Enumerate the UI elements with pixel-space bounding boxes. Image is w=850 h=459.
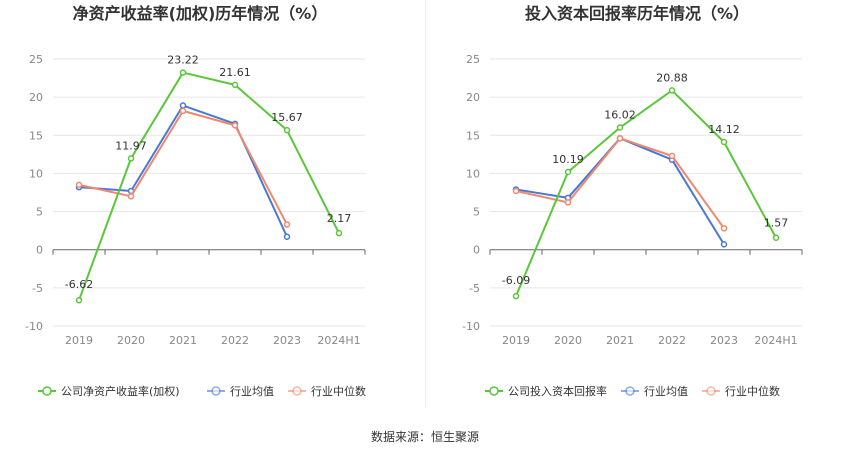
chart-title: 净资产收益率(加权)历年情况（%） [73,4,328,23]
y-tick-label: -5 [32,282,43,295]
x-tick-label: 2020 [554,334,582,347]
data-label: 16.02 [604,109,636,122]
y-tick-label: 15 [29,129,43,142]
data-point-industry_median [720,225,728,232]
data-point-company [231,81,239,89]
x-tick-label: 2024H1 [754,334,797,347]
x-tick-label: 2021 [169,334,197,347]
y-tick-label: 25 [29,53,43,66]
series-line-industry_avg [515,137,725,245]
legend-item-industry_median: 行业中位数 [702,384,780,398]
y-tick-label: 20 [29,91,43,104]
data-label: 20.88 [656,71,688,84]
data-point-industry_avg [720,241,728,248]
x-tick-label: 2019 [502,334,530,347]
chart-panel-2: 投入资本回报率历年情况（%） 25 20 15 10 5 0 -5 -10 2019 2020 202… [462,4,803,398]
x-tick-label: 2023 [273,334,301,347]
data-point-company [127,155,135,162]
data-label: 2.17 [327,212,352,225]
data-point-company [179,69,187,76]
data-point-company [283,126,291,134]
data-point-industry_median [616,135,624,142]
data-point-company [335,229,343,237]
data-label: 23.22 [167,54,199,67]
data-label: -6.62 [65,278,93,291]
series-line-industry_median [515,137,725,229]
x-tick-label: 2023 [710,334,738,347]
data-point-industry_median [179,107,187,115]
y-tick-label: 15 [466,129,480,142]
panel-divider [425,0,426,408]
chart-title: 投入资本回报率历年情况（%） [525,4,749,23]
data-label: 1.57 [764,217,789,230]
y-tick-label: 0 [473,244,480,257]
data-point-industry_median [127,193,135,200]
legend-label: 行业中位数 [311,384,366,398]
legend-label: 公司净资产收益率(加权) [61,384,180,398]
data-point-industry_avg [283,233,291,240]
legend-marker [625,386,635,396]
data-point-industry_median [283,221,291,228]
data-point-company [512,292,520,300]
x-tick-label: 2019 [65,334,93,347]
legend-item-industry_avg: 行业均值 [207,385,274,398]
data-label: 21.61 [219,66,251,79]
legend-marker [211,386,221,396]
legend-label: 行业均值 [644,385,688,398]
legend-item-industry_median: 行业中位数 [288,384,366,398]
y-tick-label: 5 [36,206,43,219]
y-tick-label: 0 [36,244,43,257]
x-tick-label: 2022 [221,334,249,347]
y-tick-label: 5 [473,206,480,219]
y-tick-label: -5 [469,282,480,295]
data-label: 14.12 [708,123,740,136]
data-point-industry_median [668,152,676,160]
legend-marker [706,386,716,396]
y-tick-label: 25 [466,53,480,66]
data-point-company [616,124,624,131]
y-tick-label: 20 [466,91,480,104]
legend-label: 公司投入资本回报率 [508,384,607,398]
series-line-company [78,71,340,301]
x-tick-label: 2020 [117,334,145,347]
data-point-industry_avg [179,102,187,109]
data-label: -6.09 [502,274,530,287]
y-tick-label: 10 [29,167,43,180]
data-label: 15.67 [271,111,303,124]
legend-item-company: 公司投入资本回报率 [485,384,607,398]
data-point-company [668,87,676,94]
data-label: 10.19 [552,153,584,166]
legend-label: 行业中位数 [725,384,780,398]
x-tick-label: 2021 [606,334,634,347]
data-point-company [772,234,780,241]
data-point-industry_median [512,187,520,195]
legend-marker [292,386,302,396]
data-point-industry_median [564,199,572,206]
x-tick-label: 2022 [658,334,686,347]
chart-panel-1: 净资产收益率(加权)历年情况（%） 25 20 15 10 5 0 -5 -10 2019 2020… [25,4,366,398]
data-label: 11.97 [115,139,147,152]
legend-label: 行业均值 [230,385,274,398]
legend-marker [489,386,499,396]
data-source-note: 数据来源：恒生聚源 [370,430,479,444]
y-tick-label: 10 [466,167,480,180]
legend-marker [42,386,52,396]
data-point-industry_median [231,122,239,129]
y-tick-label: -10 [25,320,43,333]
y-tick-label: -10 [462,320,480,333]
series-line-company [515,89,777,297]
legend-item-industry_avg: 行业均值 [621,385,688,398]
x-tick-label: 2024H1 [317,334,360,347]
data-point-company [720,138,728,146]
data-point-company [564,168,572,176]
data-point-industry_median [75,181,83,189]
legend-item-company: 公司净资产收益率(加权) [38,384,180,398]
data-point-company [75,296,83,304]
